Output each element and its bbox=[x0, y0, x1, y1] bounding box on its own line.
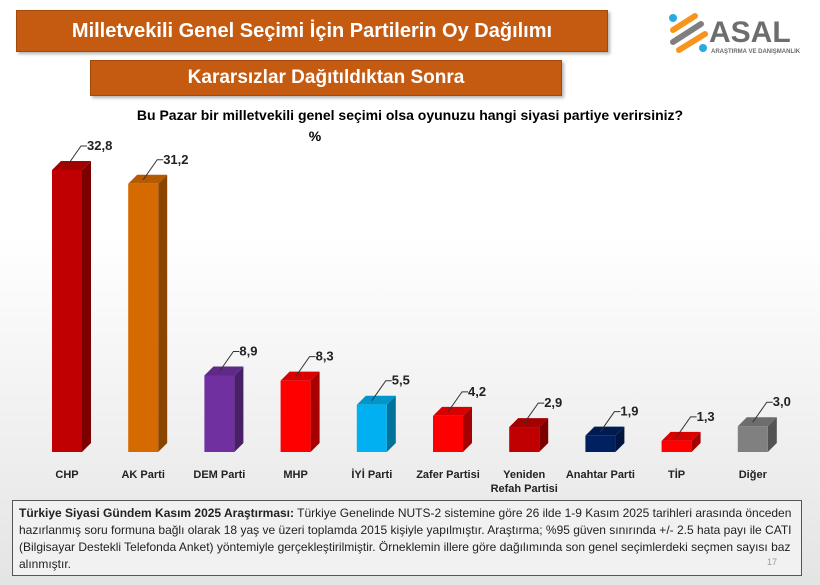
category-label: Yeniden bbox=[503, 469, 545, 481]
value-label: 1,9 bbox=[620, 404, 638, 419]
chart-question: Bu Pazar bir milletvekili genel seçimi o… bbox=[136, 107, 684, 123]
bar-side bbox=[767, 417, 777, 452]
title-banner: Milletvekili Genel Seçimi İçin Partileri… bbox=[16, 10, 608, 52]
value-label: 31,2 bbox=[163, 152, 188, 167]
leader-line bbox=[142, 159, 164, 181]
value-label: 1,3 bbox=[697, 409, 715, 424]
bar-0 bbox=[52, 170, 82, 452]
bar-top bbox=[280, 371, 320, 381]
value-label: 2,9 bbox=[544, 395, 562, 410]
bar-3 bbox=[280, 380, 311, 452]
category-label: Refah Partisi bbox=[491, 483, 558, 495]
note-text: Türkiye Genelinde NUTS-2 sistemine göre … bbox=[19, 506, 792, 571]
bar-4 bbox=[356, 404, 387, 452]
bar-top bbox=[585, 426, 625, 436]
leader-line bbox=[447, 391, 468, 413]
category-label: TİP bbox=[668, 468, 685, 481]
value-label: 8,3 bbox=[316, 349, 334, 364]
subtitle-banner: Kararsızlar Dağıtıldıktan Sonra bbox=[90, 60, 562, 96]
category-label: MHP bbox=[283, 469, 307, 481]
methodology-note: Türkiye Siyasi Gündem Kasım 2025 Araştır… bbox=[12, 500, 802, 576]
bar-top bbox=[52, 161, 91, 170]
bar-9 bbox=[737, 426, 768, 452]
leader-line bbox=[371, 380, 392, 402]
bar-1 bbox=[128, 183, 159, 452]
bar-side bbox=[615, 426, 625, 452]
note-title: Türkiye Siyasi Gündem Kasım 2025 Araştır… bbox=[19, 506, 295, 520]
bar-side bbox=[234, 366, 244, 452]
bar-top bbox=[128, 174, 168, 184]
bar-chart: 32,8 CHP 31,2 AK Parti 8,9 DEM Parti 8,3 MHP 5,5… bbox=[52, 138, 791, 495]
leader-line bbox=[752, 401, 773, 423]
category-label: İYİ Parti bbox=[351, 468, 392, 481]
svg-text:ASAL: ASAL bbox=[709, 16, 791, 49]
leader-line bbox=[66, 145, 87, 167]
category-label: Zafer Partisi bbox=[416, 469, 480, 481]
bar-top bbox=[509, 418, 549, 428]
value-label: 32,8 bbox=[87, 138, 112, 153]
category-label: CHP bbox=[55, 469, 78, 481]
bar-side bbox=[310, 371, 320, 452]
leader-line bbox=[599, 411, 621, 432]
leader-line bbox=[295, 356, 316, 377]
leader-line bbox=[523, 402, 545, 424]
category-label: AK Parti bbox=[121, 469, 164, 481]
bar-top bbox=[737, 417, 777, 427]
bar-8 bbox=[661, 440, 692, 452]
category-label: Diğer bbox=[739, 469, 768, 481]
bar-side bbox=[158, 174, 168, 452]
bar-7 bbox=[585, 435, 616, 452]
bar-6 bbox=[509, 427, 540, 452]
bar-side bbox=[691, 431, 701, 452]
bar-side bbox=[386, 395, 396, 452]
page-number: 17 bbox=[766, 557, 777, 567]
bar-top bbox=[661, 431, 701, 441]
bar-top bbox=[204, 366, 244, 376]
bar-side bbox=[539, 418, 549, 452]
bar-top bbox=[433, 406, 472, 416]
category-label: Anahtar Parti bbox=[566, 469, 635, 481]
leader-line bbox=[218, 350, 240, 372]
value-label: 3,0 bbox=[773, 394, 791, 409]
leader-line bbox=[676, 416, 697, 438]
value-label: 8,9 bbox=[239, 343, 257, 358]
bar-5 bbox=[433, 415, 463, 452]
svg-text:ARAŞTIRMA VE DANIŞMANLIK: ARAŞTIRMA VE DANIŞMANLIK bbox=[711, 49, 801, 55]
y-unit-label: % bbox=[308, 128, 322, 144]
asal-logo: ASAL ARAŞTIRMA VE DANIŞMANLIK bbox=[669, 13, 801, 55]
value-label: 5,5 bbox=[392, 373, 410, 388]
value-label: 4,2 bbox=[468, 384, 486, 399]
bar-2 bbox=[204, 375, 235, 452]
bar-top bbox=[356, 395, 396, 405]
category-label: DEM Parti bbox=[193, 469, 245, 481]
bar-side bbox=[82, 161, 91, 452]
bar-side bbox=[463, 406, 472, 452]
